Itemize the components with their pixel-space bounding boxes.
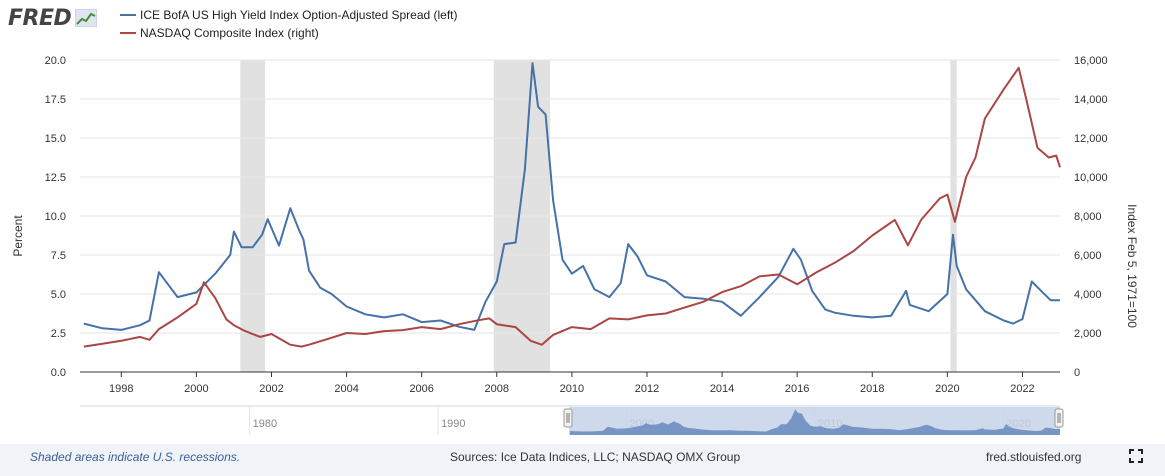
legend-swatch-nasdaq xyxy=(120,32,136,34)
right-tick-label: 0 xyxy=(1074,367,1080,379)
legend-swatch-spread xyxy=(120,14,136,16)
x-tick-label: 2014 xyxy=(710,383,734,395)
x-tick-label: 2022 xyxy=(1010,383,1034,395)
x-tick-label: 2000 xyxy=(184,383,208,395)
chart-header: FRED ICE BofA US High Yield Index Option… xyxy=(0,0,1165,52)
axes: 0.0 2.5 5.0 7.5 10.0 12.5 15.0 17.5 20.0 0 2,000 4,… xyxy=(45,55,1108,395)
left-tick-label: 17.5 xyxy=(45,94,66,106)
left-tick-label: 15.0 xyxy=(45,133,66,145)
left-tick-label: 12.5 xyxy=(45,172,66,184)
series-line-spread[interactable] xyxy=(83,62,1060,331)
left-axis-title: Percent xyxy=(11,215,25,257)
right-tick-label: 2,000 xyxy=(1074,328,1102,340)
fullscreen-icon[interactable] xyxy=(1128,448,1144,464)
range-navigator[interactable]: 19801990200020102020 xyxy=(0,405,1165,441)
x-tick-label: 2020 xyxy=(935,383,959,395)
left-tick-label: 0.0 xyxy=(51,367,66,379)
left-tick-label: 10.0 xyxy=(45,211,66,223)
x-tick-label: 2004 xyxy=(334,383,358,395)
navigator-label: 1990 xyxy=(441,418,465,430)
legend-label-spread: ICE BofA US High Yield Index Option-Adju… xyxy=(140,8,458,22)
left-tick-label: 7.5 xyxy=(51,250,66,262)
chart-footer: Shaded areas indicate U.S. recessions. S… xyxy=(0,444,1165,476)
legend-label-nasdaq: NASDAQ Composite Index (right) xyxy=(140,26,319,40)
right-tick-label: 14,000 xyxy=(1074,94,1108,106)
logo-text: FRED xyxy=(8,5,72,31)
x-tick-label: 2002 xyxy=(259,383,283,395)
navigator-left-handle[interactable] xyxy=(563,408,573,428)
x-tick-label: 1998 xyxy=(109,383,133,395)
x-tick-label: 2018 xyxy=(860,383,884,395)
right-tick-label: 6,000 xyxy=(1074,250,1102,262)
right-tick-label: 10,000 xyxy=(1074,172,1108,184)
series-lines xyxy=(83,62,1061,348)
fred-logo[interactable]: FRED xyxy=(8,4,98,32)
x-tick-label: 2008 xyxy=(485,383,509,395)
grid-lines xyxy=(80,59,1060,373)
main-chart[interactable]: 0.0 2.5 5.0 7.5 10.0 12.5 15.0 17.5 20.0 0 2,000 4,… xyxy=(0,50,1165,402)
right-tick-label: 8,000 xyxy=(1074,211,1102,223)
site-link[interactable]: fred.stlouisfed.org xyxy=(986,450,1082,464)
fred-chart-icon xyxy=(75,9,98,27)
right-tick-label: 16,000 xyxy=(1074,55,1108,67)
x-tick-label: 2010 xyxy=(560,383,584,395)
series-line-nasdaq[interactable] xyxy=(83,66,1061,348)
recession-note: Shaded areas indicate U.S. recessions. xyxy=(30,450,241,464)
sources-text: Sources: Ice Data Indices, LLC; NASDAQ O… xyxy=(450,450,741,464)
legend-item-nasdaq[interactable]: NASDAQ Composite Index (right) xyxy=(120,24,458,42)
chart-legend: ICE BofA US High Yield Index Option-Adju… xyxy=(120,6,458,42)
x-tick-label: 2016 xyxy=(785,383,809,395)
x-tick-label: 2012 xyxy=(635,383,659,395)
navigator-right-handle[interactable] xyxy=(1054,408,1064,428)
legend-item-spread[interactable]: ICE BofA US High Yield Index Option-Adju… xyxy=(120,6,458,24)
left-tick-label: 5.0 xyxy=(51,289,66,301)
navigator-area xyxy=(570,409,1060,435)
left-tick-label: 20.0 xyxy=(45,55,66,67)
left-tick-label: 2.5 xyxy=(51,328,66,340)
x-tick-label: 2006 xyxy=(409,383,433,395)
right-axis-title: Index Feb 5, 1971=100 xyxy=(1125,204,1139,328)
right-tick-label: 4,000 xyxy=(1074,289,1102,301)
right-tick-label: 12,000 xyxy=(1074,133,1108,145)
navigator-label: 1980 xyxy=(253,418,277,430)
